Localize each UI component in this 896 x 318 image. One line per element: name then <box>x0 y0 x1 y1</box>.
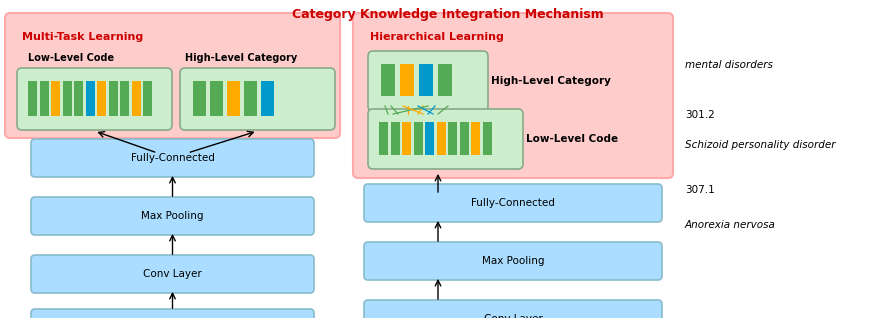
Bar <box>120 81 129 116</box>
Text: Conv Layer: Conv Layer <box>143 269 202 279</box>
Bar <box>28 81 37 116</box>
FancyBboxPatch shape <box>364 242 662 280</box>
Bar <box>391 122 400 155</box>
Bar <box>51 81 60 116</box>
Bar <box>400 64 414 96</box>
FancyBboxPatch shape <box>353 13 673 178</box>
Bar <box>402 122 411 155</box>
FancyBboxPatch shape <box>364 300 662 318</box>
FancyBboxPatch shape <box>5 13 340 138</box>
Text: Max Pooling: Max Pooling <box>142 211 203 221</box>
Bar <box>436 122 445 155</box>
Text: Hierarchical Learning: Hierarchical Learning <box>370 32 504 42</box>
FancyBboxPatch shape <box>31 197 314 235</box>
Text: Fully-Connected: Fully-Connected <box>131 153 214 163</box>
Bar <box>74 81 83 116</box>
Text: Schizoid personality disorder: Schizoid personality disorder <box>685 140 835 150</box>
FancyBboxPatch shape <box>180 68 335 130</box>
Bar <box>425 122 434 155</box>
Bar <box>210 81 223 116</box>
Bar <box>244 81 257 116</box>
Text: Multi-Task Learning: Multi-Task Learning <box>22 32 143 42</box>
Bar <box>63 81 72 116</box>
Text: 307.1: 307.1 <box>685 185 715 195</box>
Bar <box>132 81 141 116</box>
Text: High-Level Category: High-Level Category <box>491 76 611 86</box>
FancyBboxPatch shape <box>31 139 314 177</box>
Text: Conv Layer: Conv Layer <box>484 314 542 318</box>
FancyBboxPatch shape <box>31 309 314 318</box>
Bar <box>143 81 152 116</box>
Text: mental disorders: mental disorders <box>685 60 773 70</box>
FancyBboxPatch shape <box>17 68 172 130</box>
Bar <box>97 81 106 116</box>
Text: Anorexia nervosa: Anorexia nervosa <box>685 220 776 230</box>
Bar <box>39 81 48 116</box>
FancyBboxPatch shape <box>368 109 523 169</box>
Bar <box>448 122 457 155</box>
Text: Low-Level Code: Low-Level Code <box>28 53 114 63</box>
FancyBboxPatch shape <box>364 184 662 222</box>
Bar <box>108 81 117 116</box>
Text: Max Pooling: Max Pooling <box>482 256 544 266</box>
Bar <box>483 122 492 155</box>
Bar <box>471 122 480 155</box>
Bar <box>85 81 94 116</box>
Text: Fully-Connected: Fully-Connected <box>471 198 555 208</box>
Bar <box>193 81 206 116</box>
FancyBboxPatch shape <box>368 51 488 111</box>
Bar <box>438 64 452 96</box>
Bar <box>379 122 388 155</box>
Bar <box>413 122 423 155</box>
Bar <box>227 81 240 116</box>
Bar <box>261 81 274 116</box>
Bar <box>419 64 433 96</box>
Text: Category Knowledge Integration Mechanism: Category Knowledge Integration Mechanism <box>292 8 604 21</box>
FancyBboxPatch shape <box>31 255 314 293</box>
Bar <box>381 64 395 96</box>
Text: 301.2: 301.2 <box>685 110 715 120</box>
Text: High-Level Category: High-Level Category <box>185 53 297 63</box>
Bar <box>460 122 469 155</box>
Text: Low-Level Code: Low-Level Code <box>526 134 618 144</box>
